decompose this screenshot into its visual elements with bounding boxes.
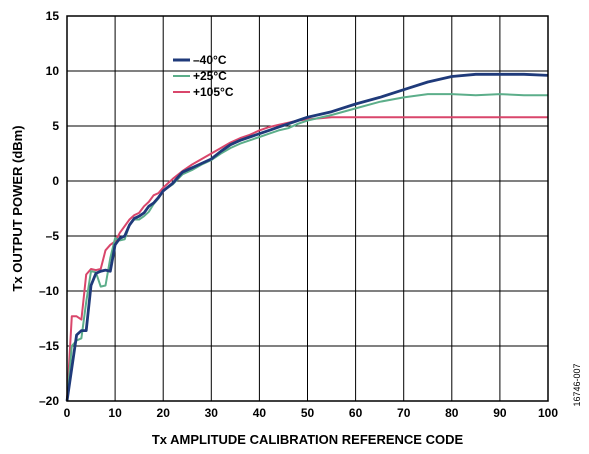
y-tick-label: –5 [46,229,60,243]
y-tick-label: 15 [46,9,60,23]
figure-id: 16746-007 [572,363,582,406]
x-tick-label: 10 [108,406,122,420]
series-line [66,93,548,402]
x-tick-label: 60 [349,406,363,420]
legend-entry: +25°C [193,69,227,83]
y-tick-label: 10 [46,64,60,78]
y-tick-label: 5 [52,119,59,133]
x-tick-label: 40 [253,406,267,420]
series-lines [65,72,549,402]
y-axis-label: Tx OUTPUT POWER (dBm) [10,125,25,291]
series-line [66,116,548,402]
legend-entry: +105°C [193,85,234,99]
series-line [65,72,549,402]
x-tick-label: 80 [445,406,459,420]
y-tick-label: –10 [39,284,59,298]
x-tick-label: 30 [205,406,219,420]
x-tick-labels: 0 10 20 30 40 50 60 70 80 90 100 [64,406,559,420]
y-tick-labels: –20 –15 –10 –5 0 5 10 15 [39,9,59,408]
x-tick-label: 100 [538,406,558,420]
x-tick-label: 0 [64,406,71,420]
y-tick-label: –20 [39,394,59,408]
legend-entry: –40°C [193,53,227,67]
x-tick-label: 20 [157,406,171,420]
plot-frame [66,15,549,402]
x-tick-label: 50 [301,406,315,420]
y-tick-label: –15 [39,339,59,353]
x-tick-label: 90 [493,406,507,420]
x-axis-label: Tx AMPLITUDE CALIBRATION REFERENCE CODE [152,432,464,447]
legend: –40°C +25°C +105°C [173,53,234,99]
y-tick-label: 0 [52,174,59,188]
x-tick-label: 70 [397,406,411,420]
